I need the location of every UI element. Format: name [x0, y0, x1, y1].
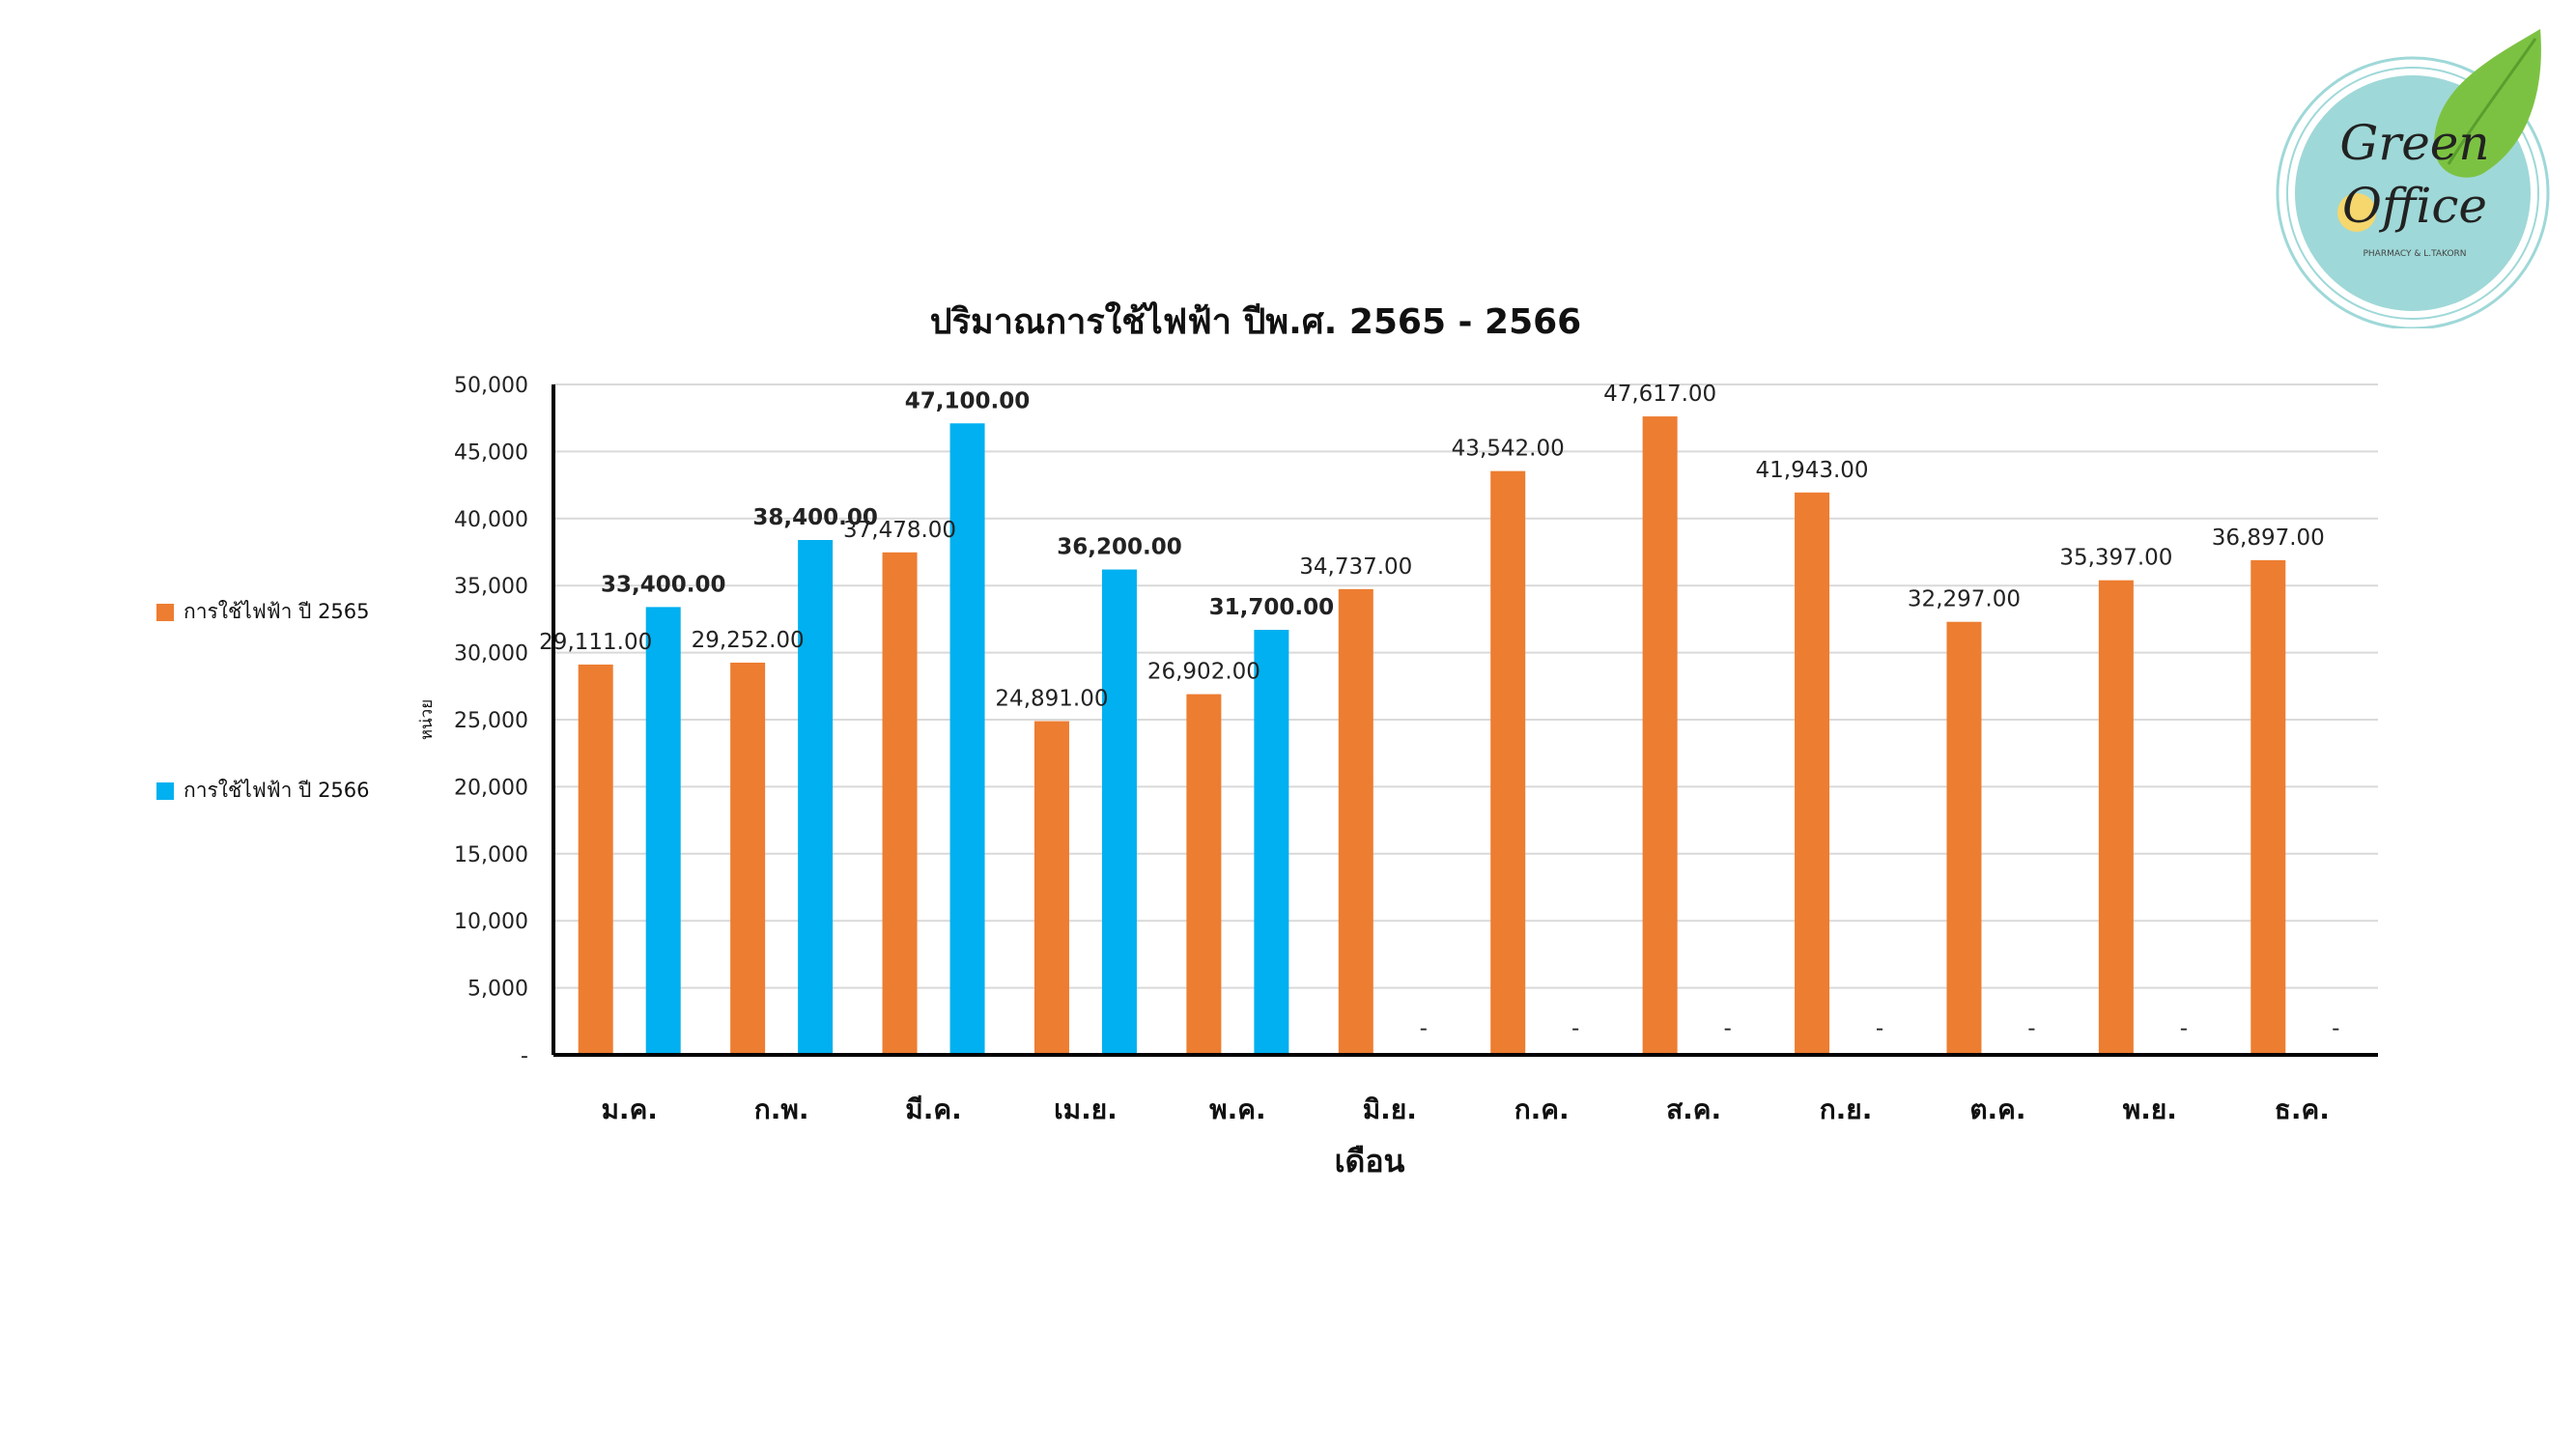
bar — [798, 540, 834, 1055]
legend-item-2566: การใช้ไฟฟ้า ปี 2566 — [156, 775, 370, 807]
data-label: 37,478.00 — [843, 518, 956, 543]
legend-item-2565: การใช้ไฟฟ้า ปี 2565 — [156, 596, 370, 628]
bar — [949, 423, 985, 1055]
bar — [578, 664, 613, 1055]
logo-subtitle: PHARMACY & L.TAKORN — [2363, 249, 2466, 259]
y-tick-label: 25,000 — [454, 709, 528, 733]
x-category-label: ก.ค. — [1514, 1094, 1570, 1125]
x-category-label: ก.ย. — [1820, 1094, 1873, 1125]
bar — [1033, 721, 1069, 1055]
logo-ring-inner — [2286, 67, 2539, 320]
y-tick-label: 30,000 — [454, 642, 528, 667]
y-tick-label: 40,000 — [454, 508, 528, 532]
bar — [1490, 470, 1526, 1055]
data-label: 31,700.00 — [1209, 595, 1335, 620]
x-category-label: พ.ย. — [2123, 1094, 2177, 1125]
bar — [1338, 588, 1373, 1055]
legend-swatch-2566 — [156, 781, 174, 800]
data-label: 41,943.00 — [1756, 458, 1869, 483]
bars — [578, 416, 2286, 1055]
x-category-label: ม.ค. — [601, 1094, 657, 1125]
x-category-label: ต.ค. — [1969, 1094, 2025, 1125]
green-office-logo: Green Office PHARMACY & L.TAKORN — [2276, 29, 2550, 328]
data-label: 43,542.00 — [1452, 437, 1565, 462]
bar — [730, 662, 766, 1055]
x-category-label: ส.ค. — [1666, 1094, 1721, 1125]
y-tick-label: 45,000 — [454, 440, 528, 465]
data-labels: 29,111.00 33,400.00 29,252.00 38,400.0037,4… — [539, 382, 2339, 1041]
data-label: - — [1420, 1016, 1428, 1041]
data-label: - — [1876, 1016, 1883, 1041]
bar — [2098, 580, 2134, 1055]
y-axis-ticks: - 5,000 10,000 15,000 20,000 25,000 30,000 35,0… — [454, 374, 528, 1068]
logo-text-green: Green — [2339, 115, 2489, 171]
data-label: 29,252.00 — [692, 628, 805, 653]
x-axis-title: เดือน — [1335, 1143, 1405, 1179]
gridlines — [553, 384, 2378, 989]
x-category-label: ก.พ. — [754, 1094, 809, 1125]
bar — [1254, 630, 1289, 1055]
data-label: 34,737.00 — [1299, 554, 1412, 580]
bar — [1642, 416, 1678, 1055]
data-label: 26,902.00 — [1147, 660, 1260, 685]
data-label: 47,617.00 — [1603, 382, 1716, 407]
x-category-label: มี.ค. — [905, 1094, 961, 1125]
y-tick-label: 10,000 — [454, 910, 528, 934]
bar — [882, 552, 918, 1055]
data-label: 47,100.00 — [905, 388, 1031, 413]
bar — [1186, 694, 1222, 1055]
bar — [2250, 559, 2286, 1055]
data-label: - — [2027, 1016, 2035, 1041]
legend-label-2566: การใช้ไฟฟ้า ปี 2566 — [184, 779, 370, 802]
bar — [1946, 621, 1982, 1055]
data-label: - — [2180, 1016, 2188, 1041]
data-label: 33,400.00 — [601, 572, 726, 597]
logo-dot — [2337, 193, 2376, 232]
chart-title: ปริมาณการใช้ไฟฟ้า ปีพ.ศ. 2565 - 2566 — [930, 300, 1581, 342]
y-tick-label: - — [521, 1044, 528, 1068]
x-category-label: พ.ค. — [1209, 1094, 1265, 1125]
y-axis-title: หน่วย — [417, 699, 437, 740]
x-axis-categories: ม.ค. ก.พ. มี.ค. เม.ย. พ.ค. มิ.ย. ก.ค. ส.ค. ก.ย. ต… — [601, 1094, 2329, 1125]
logo-ring — [2276, 56, 2550, 328]
data-label: 32,297.00 — [1908, 587, 2021, 612]
bar — [645, 607, 681, 1055]
y-tick-label: 50,000 — [454, 374, 528, 398]
data-label: 24,891.00 — [995, 687, 1108, 712]
x-category-label: ธ.ค. — [2275, 1094, 2330, 1125]
data-label: - — [1723, 1016, 1731, 1041]
data-label: 35,397.00 — [2059, 546, 2172, 571]
data-label: 29,111.00 — [539, 630, 652, 655]
legend-label-2565: การใช้ไฟฟ้า ปี 2565 — [184, 600, 370, 623]
legend-swatch-2565 — [156, 603, 174, 621]
y-tick-label: 20,000 — [454, 776, 528, 800]
data-label: 38,400.00 — [752, 505, 878, 530]
bar — [1101, 569, 1137, 1055]
data-label: 36,200.00 — [1057, 535, 1182, 560]
data-label: 36,897.00 — [2212, 526, 2325, 551]
x-category-label: เม.ย. — [1054, 1094, 1118, 1125]
leaf-vein — [2447, 38, 2537, 165]
y-tick-label: 5,000 — [467, 978, 528, 1002]
x-category-label: มิ.ย. — [1363, 1094, 1417, 1125]
data-label: - — [2332, 1016, 2339, 1041]
bar — [1795, 492, 1830, 1055]
y-tick-label: 35,000 — [454, 575, 528, 599]
y-tick-label: 15,000 — [454, 843, 528, 867]
logo-text-office: Office — [2342, 178, 2487, 234]
data-label: - — [1571, 1016, 1579, 1041]
